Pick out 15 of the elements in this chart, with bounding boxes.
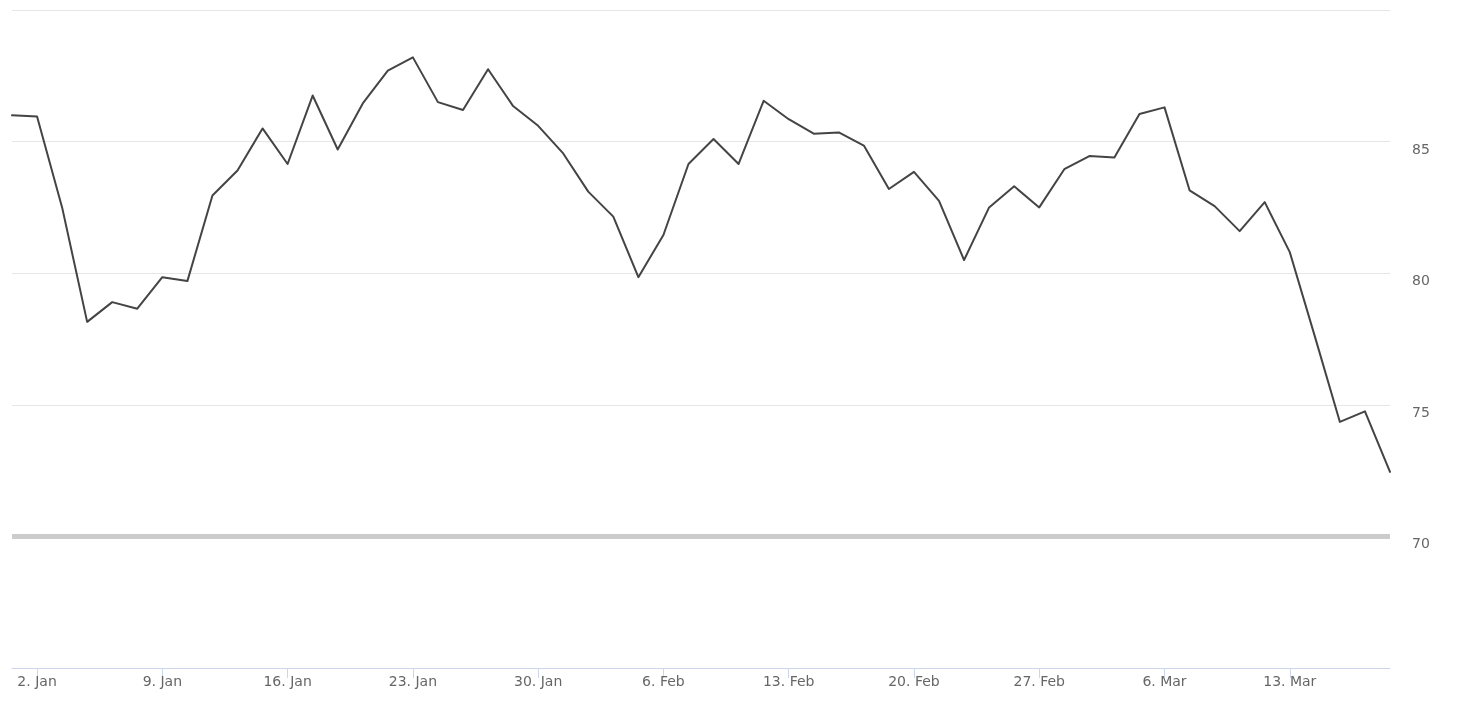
y-tick-label: 70 xyxy=(1412,535,1430,552)
x-tick-label: 27. Feb xyxy=(1013,673,1066,689)
x-tick-label: 16. Jan xyxy=(263,673,312,689)
x-tick-label: 13. Mar xyxy=(1263,673,1317,689)
y-tick-label: 85 xyxy=(1412,140,1430,157)
y-tick-label: 75 xyxy=(1412,403,1430,420)
y-tick-label: 80 xyxy=(1412,272,1430,289)
x-tick-label: 2. Jan xyxy=(17,673,57,689)
x-tick-label: 6. Mar xyxy=(1142,673,1187,689)
x-tick-label: 20. Feb xyxy=(888,673,940,689)
x-tick-label: 9. Jan xyxy=(142,673,183,689)
x-tick-label: 23. Jan xyxy=(388,673,438,689)
x-tick-label: 13. Feb xyxy=(762,673,815,689)
x-tick-label: 30. Jan xyxy=(514,673,563,689)
x-tick-label: 6. Feb xyxy=(642,673,685,689)
